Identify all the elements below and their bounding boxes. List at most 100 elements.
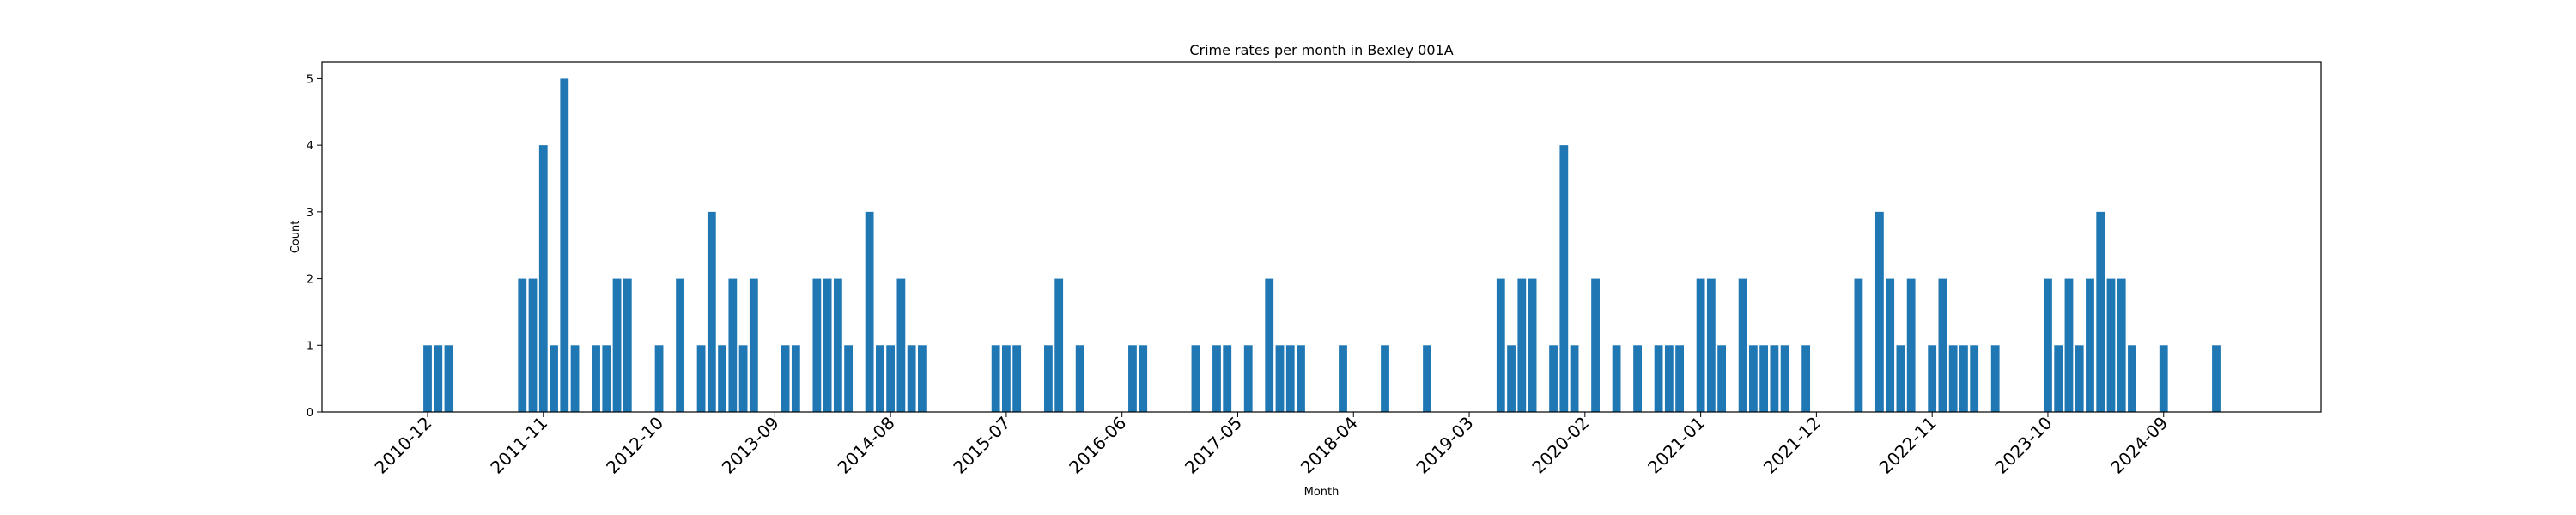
bar-2019-12	[1559, 145, 1569, 412]
bar-2012-05	[602, 345, 611, 412]
bar-2017-03	[1212, 345, 1221, 412]
x-tick-label: 2019-03	[1412, 413, 1477, 478]
bar-2024-03	[2096, 211, 2105, 412]
bar-2014-09	[896, 278, 906, 412]
bar-2018-07	[1381, 345, 1389, 412]
x-tick-label: 2021-01	[1643, 413, 1709, 478]
bar-2023-12	[2064, 278, 2074, 412]
chart-title: Crime rates per month in Bexley 001A	[1189, 42, 1453, 58]
bar-2014-11	[917, 345, 927, 412]
bar-2022-12	[1938, 278, 1947, 412]
bar-2013-11	[791, 345, 800, 412]
bar-2021-08	[1770, 345, 1779, 412]
bar-2021-02	[1706, 278, 1716, 412]
bar-2011-09	[518, 278, 527, 412]
bar-2023-10	[2044, 278, 2052, 412]
y-tick-label: 3	[307, 207, 313, 220]
bar-2022-11	[1928, 345, 1937, 412]
plot-frame	[321, 61, 2322, 413]
bar-2021-01	[1696, 278, 1705, 412]
bar-2012-02	[570, 345, 580, 412]
x-axis: 2010-12 2011-11 2012-10 2013-09 2014-08 2015-…	[370, 412, 2172, 478]
y-axis-label: Count	[289, 221, 302, 254]
bar-2014-06	[865, 211, 874, 412]
x-axis-label: Month	[1304, 486, 1340, 499]
bar-2024-09	[2159, 345, 2168, 412]
bar-2021-06	[1748, 345, 1758, 412]
bar-2019-06	[1496, 278, 1505, 412]
bar-2017-08	[1265, 278, 1274, 412]
bar-2018-03	[1339, 345, 1347, 412]
x-tick-label: 2010-12	[370, 413, 435, 478]
bar-2012-06	[612, 278, 622, 412]
bar-2017-01	[1191, 345, 1200, 412]
bar-2014-03	[833, 278, 842, 412]
bar-2018-11	[1423, 345, 1431, 412]
bar-2020-01	[1570, 345, 1579, 412]
y-tick-label: 4	[307, 140, 313, 153]
bar-2019-09	[1528, 278, 1537, 412]
bar-2014-04	[844, 345, 854, 412]
bar-2015-08	[1012, 345, 1022, 412]
bar-2024-05	[2117, 278, 2126, 412]
y-tick-label: 5	[307, 73, 313, 86]
x-tick-label: 2016-06	[1065, 413, 1130, 478]
bar-2013-04	[718, 345, 726, 412]
bar-2019-11	[1549, 345, 1558, 412]
y-tick-label: 1	[307, 340, 313, 353]
bar-2011-10	[528, 278, 538, 412]
bar-2016-08	[1139, 345, 1148, 412]
bar-2017-04	[1223, 345, 1232, 412]
bar-2012-10	[654, 345, 664, 412]
bar-2015-11	[1044, 345, 1053, 412]
x-tick-label: 2011-11	[486, 413, 551, 478]
bar-2021-09	[1780, 345, 1789, 412]
bar-2024-02	[2086, 278, 2094, 412]
bar-2017-09	[1275, 345, 1285, 412]
x-tick-label: 2018-04	[1297, 413, 1362, 478]
bar-2012-01	[560, 78, 569, 413]
x-tick-label: 2013-09	[718, 413, 783, 478]
y-axis: 0 1 2 3 4 5	[307, 73, 322, 420]
bar-2020-07	[1633, 345, 1642, 412]
bar-2023-03	[1970, 345, 1979, 412]
bar-2010-12	[423, 345, 432, 412]
bar-2013-02	[696, 345, 706, 412]
bar-2014-08	[886, 345, 896, 412]
bar-2020-05	[1612, 345, 1621, 412]
bar-2020-11	[1675, 345, 1684, 412]
bar-2014-02	[823, 278, 832, 412]
bar-2013-05	[728, 278, 738, 412]
bar-2015-12	[1054, 278, 1064, 412]
y-tick-label: 0	[307, 407, 313, 420]
bar-2013-06	[738, 345, 748, 412]
bar-2017-10	[1285, 345, 1295, 412]
bar-2013-03	[707, 211, 716, 412]
bar-2020-09	[1654, 345, 1663, 412]
bar-2016-02	[1075, 345, 1084, 412]
bar-2024-01	[2075, 345, 2084, 412]
bar-2015-07	[1002, 345, 1011, 412]
bar-2020-10	[1664, 345, 1674, 412]
bar-2021-03	[1717, 345, 1727, 412]
bar-2017-11	[1297, 345, 1305, 412]
bar-2024-04	[2106, 278, 2116, 412]
x-tick-label: 2020-02	[1528, 413, 1593, 478]
bar-2011-11	[538, 145, 548, 412]
bar-2015-06	[991, 345, 1000, 412]
bar-2023-05	[1990, 345, 2000, 412]
bar-2022-09	[1906, 278, 1916, 412]
bar-2011-02	[444, 345, 453, 412]
bar-2024-06	[2128, 345, 2136, 412]
x-tick-label: 2023-10	[1990, 413, 2056, 478]
bar-2021-05	[1738, 278, 1747, 412]
bar-2022-06	[1875, 211, 1884, 412]
bar-2021-11	[1801, 345, 1811, 412]
bar-2012-12	[676, 278, 684, 412]
bar-2012-07	[623, 278, 632, 412]
bar-2016-07	[1128, 345, 1137, 412]
x-tick-label: 2022-11	[1875, 413, 1941, 478]
bars-group	[423, 78, 2221, 413]
bar-2011-01	[434, 345, 443, 412]
